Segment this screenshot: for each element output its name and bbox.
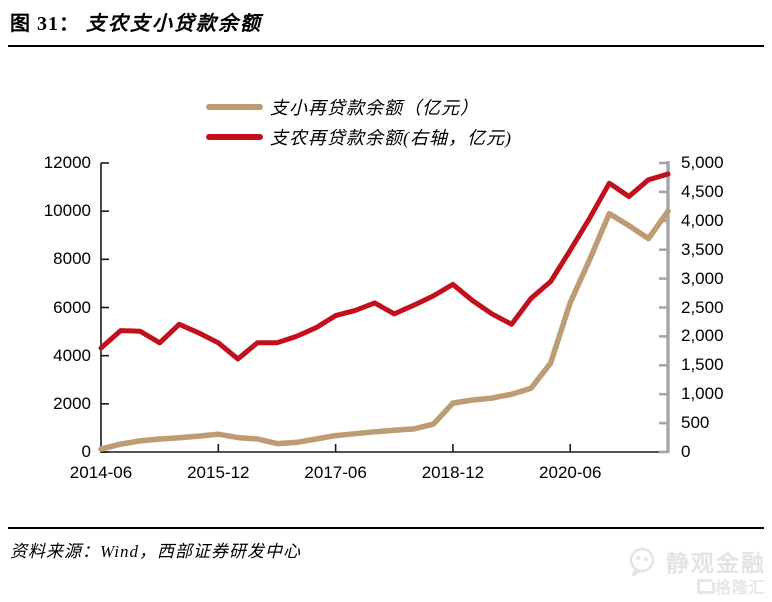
y-left-tick-label: 10000 <box>43 201 91 221</box>
x-tick-label: 2015-12 <box>187 463 250 482</box>
legend-label-zhinong: 支农再贷款余额(右轴，亿元) <box>270 128 512 148</box>
brand-logo-icon <box>696 578 715 594</box>
figure-title-text: 支农支小贷款余额 <box>86 13 262 35</box>
watermark-brand-name: 格隆汇 <box>714 580 766 597</box>
x-tick-label: 2018-12 <box>421 463 485 482</box>
legend-swatch-zhixiao <box>206 104 263 110</box>
y-right-tick-label: 3,000 <box>681 268 724 288</box>
chat-bubble-icon <box>629 547 655 576</box>
y-left-tick-label: 6000 <box>53 297 91 317</box>
y-left-tick-label: 0 <box>81 442 91 461</box>
y-right-tick-label: 500 <box>681 413 710 433</box>
figure-title: 图 31： 支农支小贷款余额 <box>10 7 262 36</box>
x-tick-label: 2014-06 <box>69 463 133 482</box>
watermark-row: 静观金融 <box>627 544 766 578</box>
figure-number-label: 图 31： <box>10 13 80 35</box>
title-divider <box>8 45 764 47</box>
y-left-tick-label: 8000 <box>53 249 91 269</box>
y-right-tick-label: 2,000 <box>681 326 724 346</box>
x-tick-label: 2017-06 <box>304 463 367 482</box>
y-right-tick-label: 4,500 <box>681 181 724 201</box>
source-text: 资料来源：Wind，西部证券研发中心 <box>10 542 301 561</box>
chart-legend: 支小再贷款余额（亿元） 支农再贷款余额(右轴，亿元) <box>206 92 512 152</box>
watermark-account-name: 静观金融 <box>666 550 766 576</box>
x-tick-label: 2020-06 <box>539 463 602 482</box>
series-line-zhinong <box>98 171 671 362</box>
legend-swatch-zhinong <box>206 134 263 140</box>
y-right-tick-label: 2,500 <box>681 297 724 317</box>
y-right-tick-label: 0 <box>681 442 691 461</box>
source-divider <box>8 527 764 529</box>
y-right-tick-label: 1,000 <box>681 384 724 404</box>
series-line-zhixiao <box>98 208 671 452</box>
y-left-tick-label: 12000 <box>43 153 91 172</box>
legend-item-zhixiao: 支小再贷款余额（亿元） <box>206 92 512 122</box>
legend-label-zhixiao: 支小再贷款余额（亿元） <box>270 98 479 118</box>
y-right-tick-label: 3,500 <box>681 239 724 259</box>
watermark: 静观金融 格隆汇 <box>627 544 766 598</box>
y-left-tick-label: 2000 <box>53 393 91 413</box>
y-right-tick-label: 4,000 <box>681 210 724 230</box>
y-left-tick-label: 4000 <box>53 345 91 365</box>
legend-item-zhinong: 支农再贷款余额(右轴，亿元) <box>206 122 512 152</box>
y-right-tick-label: 1,500 <box>681 355 724 375</box>
y-right-tick-label: 5,000 <box>681 153 724 172</box>
watermark-brand-row: 格隆汇 <box>627 574 766 598</box>
